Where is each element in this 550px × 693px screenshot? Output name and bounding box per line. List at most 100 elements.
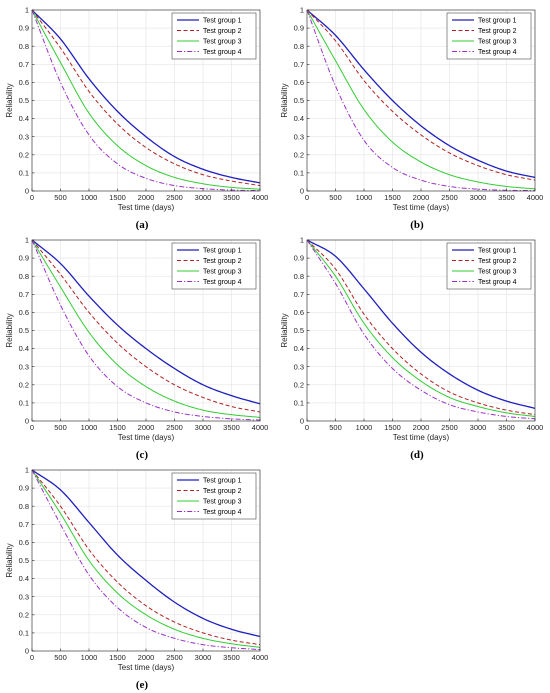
legend-label: Test group 3 xyxy=(478,39,517,46)
panel-caption: (d) xyxy=(410,449,424,461)
y-tick-label: 0.2 xyxy=(294,380,304,389)
y-tick-label: 0.4 xyxy=(294,114,304,123)
x-tick-label: 2500 xyxy=(441,193,458,202)
x-tick-label: 1500 xyxy=(384,423,401,432)
x-tick-label: 1000 xyxy=(356,423,373,432)
y-tick-label: 0.7 xyxy=(19,290,29,299)
series-line-2 xyxy=(306,239,536,416)
x-axis-label: Test time (days) xyxy=(393,203,450,212)
y-tick-label: 0.1 xyxy=(294,399,304,408)
series-line-4 xyxy=(31,9,261,192)
x-tick-label: 2000 xyxy=(413,423,430,432)
y-tick-label: 0.2 xyxy=(19,610,29,619)
y-tick-label: 0.1 xyxy=(19,629,29,638)
series-line-4 xyxy=(306,239,536,420)
y-axis-label: Reliability xyxy=(5,543,14,577)
x-axis-label: Test time (days) xyxy=(118,203,175,212)
y-tick-label: 0 xyxy=(300,187,304,196)
series-line-2 xyxy=(31,469,261,646)
legend: Test group 1 Test group 2 Test group 3 Test… xyxy=(446,12,532,60)
y-tick-label: 0.6 xyxy=(19,308,29,317)
series-line-2 xyxy=(31,9,261,187)
y-tick-label: 1 xyxy=(25,466,29,475)
y-tick-label: 0.8 xyxy=(19,42,29,51)
y-tick-label: 1 xyxy=(300,236,304,245)
y-tick-label: 1 xyxy=(300,6,304,15)
y-tick-label: 0.1 xyxy=(19,399,29,408)
y-axis-label: Reliability xyxy=(280,83,289,117)
y-tick-label: 0.9 xyxy=(294,254,304,263)
chart-panel-a: 0 500 1000 1500 2000 2500 3000 3500 4000 0 0.1 0.2 0… xyxy=(5,6,268,231)
y-tick-label: 0.2 xyxy=(294,150,304,159)
x-tick-label: 3500 xyxy=(223,193,240,202)
series-line-3 xyxy=(31,9,261,190)
series-line-1 xyxy=(31,9,261,184)
series-line-3 xyxy=(31,469,261,648)
y-tick-label: 0.7 xyxy=(294,60,304,69)
y-tick-label: 0 xyxy=(25,417,29,426)
y-tick-label: 0.5 xyxy=(294,326,304,335)
x-tick-label: 3500 xyxy=(498,423,515,432)
legend-label: Test group 4 xyxy=(203,509,242,516)
x-tick-label: 1500 xyxy=(109,423,126,432)
x-tick-label: 0 xyxy=(305,423,309,432)
chart-panel-b: 0 500 1000 1500 2000 2500 3000 3500 4000 0 0.1 0.2 0… xyxy=(280,6,544,231)
y-tick-label: 0.7 xyxy=(19,60,29,69)
legend-label: Test group 1 xyxy=(203,248,242,255)
y-tick-label: 0.6 xyxy=(294,78,304,87)
series-line-4 xyxy=(31,469,261,651)
panel-caption: (a) xyxy=(136,219,149,231)
x-tick-label: 500 xyxy=(54,653,67,662)
x-tick-label: 3500 xyxy=(223,653,240,662)
x-tick-label: 2500 xyxy=(166,423,183,432)
x-tick-label: 2000 xyxy=(138,653,155,662)
y-tick-label: 0.9 xyxy=(294,24,304,33)
legend-label: Test group 3 xyxy=(203,39,242,46)
x-tick-label: 500 xyxy=(54,423,67,432)
x-axis-label: Test time (days) xyxy=(118,433,175,442)
x-tick-label: 2500 xyxy=(441,423,458,432)
x-tick-label: 2000 xyxy=(138,193,155,202)
y-tick-label: 0.4 xyxy=(19,344,29,353)
chart-panel-c: 0 500 1000 1500 2000 2500 3000 3500 4000 0 0.1 0.2 0… xyxy=(5,236,268,461)
legend-label: Test group 3 xyxy=(203,499,242,506)
x-tick-label: 4000 xyxy=(527,193,544,202)
y-tick-label: 0.5 xyxy=(294,96,304,105)
x-tick-label: 1500 xyxy=(109,193,126,202)
x-tick-label: 3000 xyxy=(470,193,487,202)
legend-label: Test group 1 xyxy=(478,248,517,255)
y-tick-label: 0.3 xyxy=(19,362,29,371)
x-tick-label: 2500 xyxy=(166,653,183,662)
x-tick-label: 4000 xyxy=(252,653,269,662)
y-tick-label: 0.7 xyxy=(294,290,304,299)
legend: Test group 1 Test group 2 Test group 3 Test… xyxy=(171,12,257,60)
y-axis-label: Reliability xyxy=(5,313,14,347)
x-tick-label: 1500 xyxy=(109,653,126,662)
x-tick-label: 500 xyxy=(54,193,67,202)
series-line-2 xyxy=(31,239,261,413)
y-tick-label: 0.2 xyxy=(19,380,29,389)
legend: Test group 1 Test group 2 Test group 3 Test… xyxy=(171,472,257,520)
y-tick-label: 0.3 xyxy=(294,132,304,141)
series-line-1 xyxy=(31,239,261,405)
y-tick-label: 0.3 xyxy=(19,132,29,141)
legend-label: Test group 4 xyxy=(478,49,517,56)
y-tick-label: 0 xyxy=(25,647,29,656)
y-tick-label: 0.1 xyxy=(294,169,304,178)
x-tick-label: 0 xyxy=(30,193,34,202)
series-line-2 xyxy=(306,9,536,181)
y-tick-label: 0.4 xyxy=(19,574,29,583)
x-tick-label: 3000 xyxy=(195,193,212,202)
y-tick-label: 0.9 xyxy=(19,254,29,263)
series-line-1 xyxy=(306,9,536,179)
x-tick-label: 2000 xyxy=(138,423,155,432)
y-tick-label: 0.4 xyxy=(294,344,304,353)
legend-box xyxy=(171,242,257,290)
x-tick-label: 1500 xyxy=(384,193,401,202)
panel-caption: (b) xyxy=(410,219,424,231)
x-tick-label: 4000 xyxy=(527,423,544,432)
x-tick-label: 3000 xyxy=(195,653,212,662)
y-tick-label: 0.3 xyxy=(19,592,29,601)
legend-label: Test group 1 xyxy=(478,18,517,25)
